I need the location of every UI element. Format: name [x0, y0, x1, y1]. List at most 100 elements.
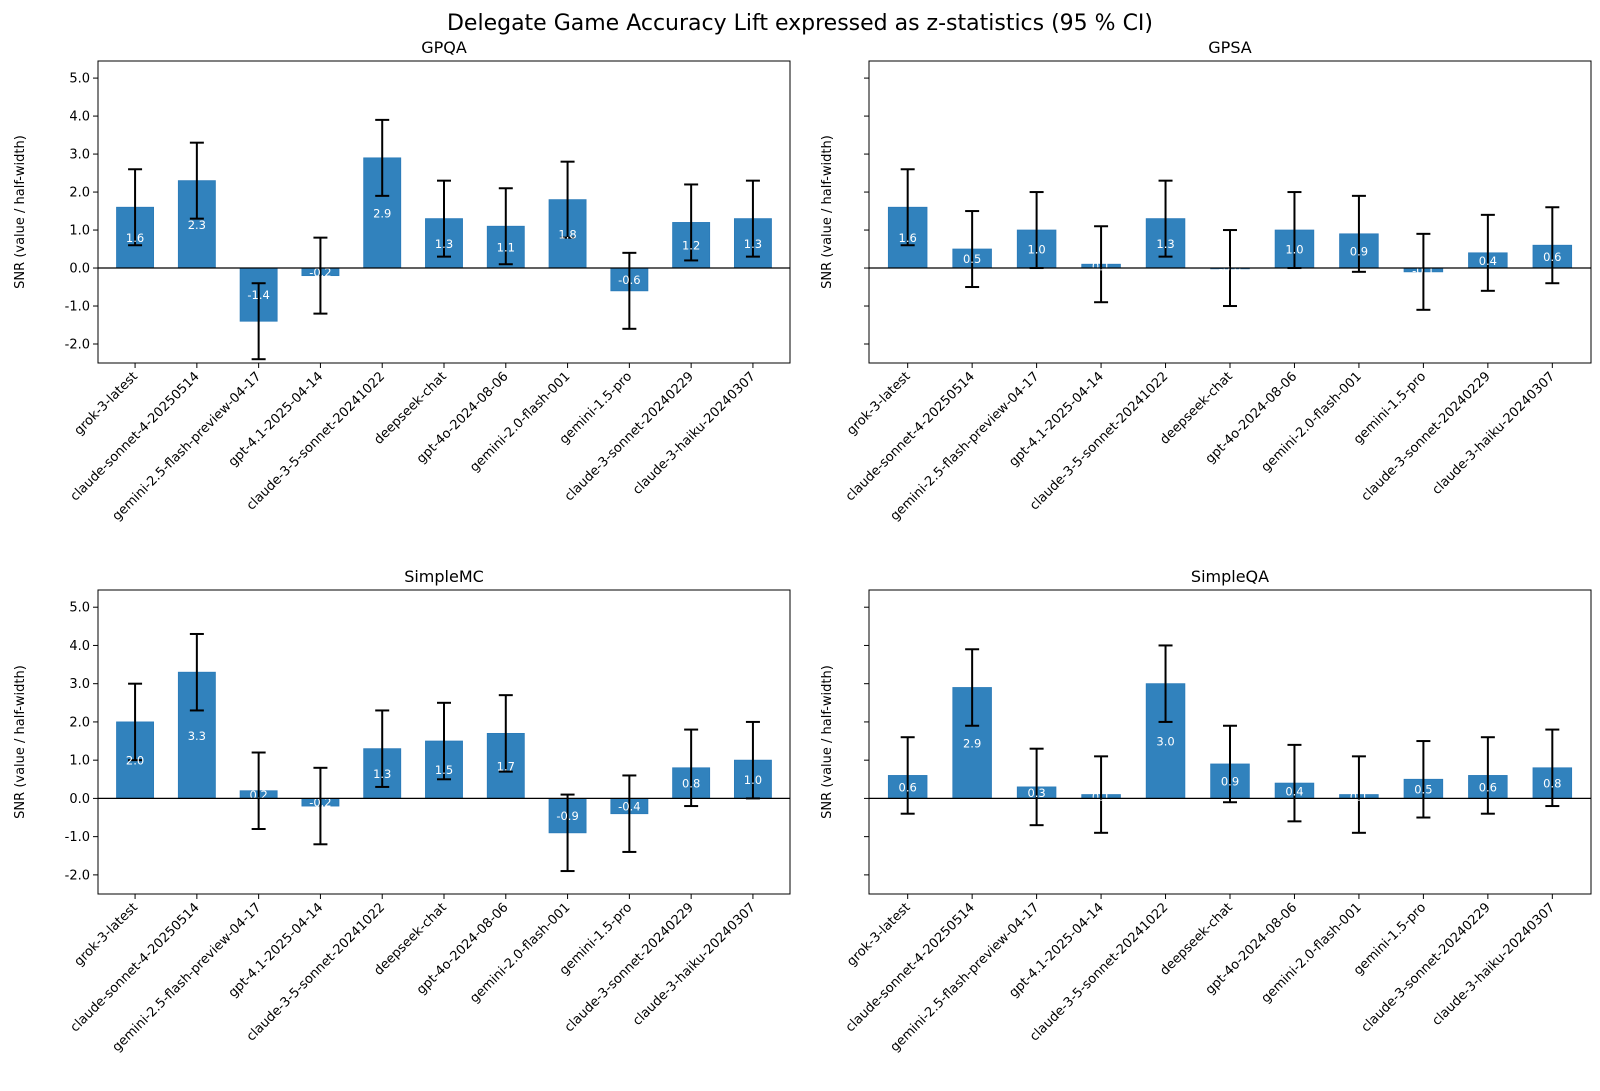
bar-value-label: 1.0: [1027, 243, 1045, 257]
x-tick-label: claude-sonnet-4-20250514: [68, 900, 203, 1035]
bar-value-label: 0.1: [1092, 790, 1110, 804]
bar-value-label: 0.6: [899, 780, 917, 794]
bar-value-label: 0.4: [1479, 254, 1497, 268]
y-tick-label: 0.0: [69, 792, 90, 807]
bar-value-label: -0.9: [556, 809, 578, 823]
bar-value-label: 1.1: [497, 241, 515, 255]
bar-value-label: 0.6: [1479, 780, 1497, 794]
x-tick-label: claude-3-haiku-20240307: [1430, 369, 1559, 498]
bar-value-label: 0.8: [682, 777, 700, 791]
x-tick-label: claude-sonnet-4-20250514: [843, 900, 978, 1035]
x-tick-label: claude-3-sonnet-20240229: [1359, 369, 1494, 504]
x-tick-label: claude-3-5-sonnet-20241022: [244, 369, 388, 513]
subplot-title: GPQA: [421, 38, 467, 57]
y-tick-label: 4.0: [69, 110, 90, 125]
y-tick-label: 3.0: [69, 148, 90, 163]
axes-frame: [97, 60, 791, 364]
x-tick-label: claude-3-sonnet-20240229: [562, 369, 697, 504]
y-axis-label: SNR (value / half-width): [13, 665, 28, 819]
bar-value-label: 0.9: [1350, 244, 1368, 258]
subplot-title: GPSA: [1208, 38, 1252, 57]
bar-value-label: 1.8: [558, 227, 576, 241]
bar-value-label: 1.6: [899, 231, 917, 245]
bar-value-label: 3.0: [1156, 735, 1174, 749]
y-tick-label: 2.0: [69, 186, 90, 201]
y-axis-label: SNR (value / half-width): [13, 135, 28, 289]
y-tick-label: -2.0: [65, 338, 90, 353]
x-tick-label: claude-3-5-sonnet-20241022: [244, 900, 388, 1044]
x-tick-label: claude-3-5-sonnet-20241022: [1027, 900, 1171, 1044]
x-tick-label: gemini-2.0-flash-001: [467, 900, 573, 1006]
bar-value-label: 1.6: [126, 231, 144, 245]
bar-value-label: 0.9: [1221, 775, 1239, 789]
bar-value-label: 1.2: [682, 239, 700, 253]
x-tick-label: grok-3-latest: [844, 900, 913, 969]
bar-value-label: 1.3: [744, 237, 762, 251]
y-tick-label: 0.0: [69, 262, 90, 277]
bar-value-label: -0.1: [1412, 263, 1434, 277]
y-tick-label: 1.0: [69, 224, 90, 239]
bar-value-label: -0.2: [309, 796, 331, 810]
x-tick-label: claude-sonnet-4-20250514: [68, 369, 203, 504]
x-tick-label: grok-3-latest: [844, 369, 913, 438]
axes-frame: [868, 589, 1592, 895]
bar-value-label: 0.8: [1543, 777, 1561, 791]
bar-value-label: 0.5: [963, 252, 981, 266]
subplot-simplemc: SimpleMC SNR (value / half-width) 5.0 4.0 3.…: [13, 567, 791, 1055]
x-tick-label: grok-3-latest: [72, 900, 141, 969]
bar-value-label: 0.1: [1092, 260, 1110, 274]
bar-value-label: 1.7: [497, 759, 515, 773]
x-tick-label: claude-3-haiku-20240307: [1430, 900, 1559, 1029]
axes-frame: [868, 60, 1592, 364]
subplots: GPQA SNR (value / half-width) 5.0 4.0 3.0 2.0…: [13, 38, 1592, 1055]
bar-value-label: 0.1: [1350, 790, 1368, 804]
subplot-gpsa: GPSA SNR (value / half-width) 1.6 grok-3-la…: [820, 38, 1592, 524]
y-tick-label: 2.0: [69, 715, 90, 730]
bar-value-label: 1.5: [435, 763, 453, 777]
bar-value-label: 2.0: [126, 754, 144, 768]
y-tick-label: -1.0: [65, 830, 90, 845]
x-tick-label: grok-3-latest: [72, 369, 141, 438]
bar-value-label: 1.0: [1285, 243, 1303, 257]
bar-value-label: 0.4: [1285, 784, 1303, 798]
bar-value-label: 0.2: [249, 788, 267, 802]
bar-value-label: 1.3: [1156, 237, 1174, 251]
subplot-title: SimpleQA: [1191, 567, 1269, 586]
bar-value-label: 0.6: [1543, 250, 1561, 264]
y-tick-label: 5.0: [69, 601, 90, 616]
y-tick-label: 3.0: [69, 677, 90, 692]
figure-title: Delegate Game Accuracy Lift expressed as…: [447, 11, 1153, 36]
bar-value-label: 2.3: [188, 218, 206, 232]
bar-value-label: 0.3: [1027, 786, 1045, 800]
bar-value-label: 2.9: [963, 736, 981, 750]
y-axis-label: SNR (value / half-width): [820, 665, 835, 819]
y-tick-label: -1.0: [65, 300, 90, 315]
y-tick-label: 1.0: [69, 754, 90, 769]
bar-value-label: -0.4: [618, 800, 640, 814]
axes-frame: [97, 589, 791, 895]
x-tick-label: claude-3-sonnet-20240229: [1359, 900, 1494, 1035]
y-tick-label: -2.0: [65, 868, 90, 883]
y-tick-label: 5.0: [69, 72, 90, 87]
subplot-gpqa: GPQA SNR (value / half-width) 5.0 4.0 3.0 2.0…: [13, 38, 791, 524]
subplot-title: SimpleMC: [404, 567, 484, 586]
y-axis-label: SNR (value / half-width): [820, 135, 835, 289]
x-tick-label: claude-3-haiku-20240307: [630, 900, 759, 1029]
bar-value-label: 3.3: [188, 729, 206, 743]
y-tick-label: 4.0: [69, 639, 90, 654]
bar-value-label: 2.9: [373, 206, 391, 220]
x-tick-label: claude-3-5-sonnet-20241022: [1027, 369, 1171, 513]
subplot-simpleqa: SimpleQA SNR (value / half-width) 0.6 grok-…: [820, 567, 1592, 1055]
bar-value-label: -0.6: [618, 273, 640, 287]
bar-value-label: 1.0: [744, 773, 762, 787]
bar-value-label: -1.4: [247, 288, 269, 302]
bar-value-label: 1.3: [373, 767, 391, 781]
bar-value-label: 1.3: [435, 237, 453, 251]
bar-value-label: -0.2: [309, 265, 331, 279]
x-tick-label: gemini-2.0-flash-001: [467, 369, 573, 475]
x-tick-label: claude-3-sonnet-20240229: [562, 900, 697, 1035]
x-tick-label: claude-3-haiku-20240307: [630, 369, 759, 498]
bar-value-label: 0.5: [1414, 782, 1432, 796]
x-tick-label: claude-sonnet-4-20250514: [843, 369, 978, 504]
